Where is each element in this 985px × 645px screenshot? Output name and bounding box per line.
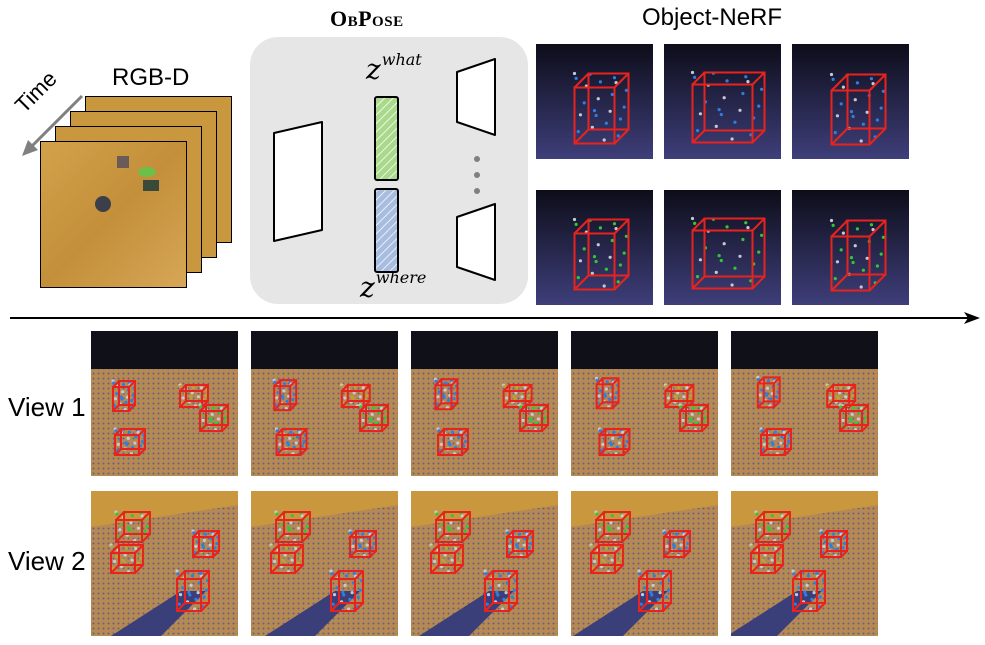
view1-frame-5: [731, 331, 878, 476]
object-bounding-box: [572, 71, 630, 145]
object-bounding-box: [819, 529, 848, 558]
view2-frame-4: [571, 491, 718, 636]
object-bounding-box: [114, 510, 151, 543]
object-bounding-box: [111, 379, 136, 412]
object-nerf-title: Object-NeRF: [642, 4, 783, 31]
nerf-thumb-blue-2: [664, 44, 781, 159]
object-bounding-box: [483, 569, 518, 612]
rgbd-frame-1: [40, 141, 187, 288]
object-bounding-box: [838, 403, 869, 432]
z-where-label: zwhere: [360, 268, 427, 304]
ellipsis-dot: [474, 156, 480, 162]
object-bounding-box: [637, 569, 672, 612]
object-bounding-box: [274, 427, 308, 456]
object-bounding-box: [756, 375, 781, 409]
object-bounding-box: [589, 543, 624, 574]
object-bounding-box: [572, 217, 630, 291]
view1-frame-1: [91, 331, 238, 476]
view-1-label: View 1: [8, 392, 86, 422]
encoder-shape: [273, 121, 323, 242]
object-bounding-box: [749, 543, 784, 574]
object-bounding-box: [272, 378, 298, 412]
z-what-label: zwhat: [366, 50, 422, 86]
object-bounding-box: [505, 529, 534, 558]
rgbd-scene: [41, 142, 186, 287]
object-bounding-box: [690, 216, 766, 290]
view2-frame-2: [251, 491, 398, 636]
nerf-thumb-blue-3: [792, 44, 909, 159]
view1-frame-4: [571, 331, 718, 476]
view2-frame-5: [731, 491, 878, 636]
view-2-label: View 2: [8, 546, 86, 576]
object-bounding-box: [518, 403, 549, 432]
decoder-top-shape: [456, 58, 496, 136]
nerf-thumb-blue-1: [536, 44, 653, 159]
object-bounding-box: [597, 427, 631, 456]
object-dark-disc: [95, 196, 111, 212]
object-bounding-box: [175, 569, 210, 612]
object-bounding-box: [429, 543, 464, 574]
object-green-leaf: [138, 167, 156, 177]
object-bounding-box: [663, 383, 695, 408]
decoder-bottom-shape: [456, 203, 496, 281]
object-bounding-box: [434, 510, 471, 543]
object-bounding-box: [109, 543, 144, 574]
nerf-thumb-green-2: [664, 190, 781, 305]
time-arrow: [22, 94, 84, 156]
object-bounding-box: [825, 383, 857, 408]
object-bounding-box: [274, 510, 311, 543]
view1-frame-3: [411, 331, 558, 476]
object-bounding-box: [348, 529, 377, 558]
ellipsis-dot: [474, 172, 480, 178]
object-bounding-box: [791, 569, 826, 612]
latent-where-bar: [374, 188, 399, 273]
object-bounding-box: [690, 70, 766, 144]
object-bounding-box: [829, 72, 887, 146]
object-bounding-box: [754, 510, 791, 543]
object-bounding-box: [595, 376, 620, 410]
view2-frame-3: [411, 491, 558, 636]
object-bounding-box: [594, 510, 631, 543]
latent-what-bar: [374, 96, 399, 181]
view2-frame-1: [91, 491, 238, 636]
object-small-box: [117, 156, 129, 168]
object-bounding-box: [433, 377, 459, 411]
object-bounding-box: [198, 403, 229, 432]
view1-frame-2: [251, 331, 398, 476]
object-bounding-box: [759, 427, 792, 456]
rgbd-title: RGB-D: [112, 64, 190, 91]
object-bounding-box: [191, 529, 220, 558]
object-bounding-box: [678, 403, 709, 432]
object-bounding-box: [829, 218, 887, 292]
obpose-title: ObPose: [330, 6, 404, 31]
object-bounding-box: [436, 427, 469, 456]
object-bounding-box: [113, 427, 146, 456]
nerf-thumb-green-1: [536, 190, 653, 305]
object-bounding-box: [662, 529, 691, 558]
nerf-thumb-green-3: [792, 190, 909, 305]
object-card: [143, 180, 159, 191]
object-bounding-box: [269, 543, 304, 574]
timeline-arrow: [10, 312, 980, 324]
ellipsis-dot: [474, 188, 480, 194]
object-bounding-box: [358, 403, 389, 432]
object-bounding-box: [329, 569, 364, 612]
obpose-architecture: [273, 58, 496, 281]
